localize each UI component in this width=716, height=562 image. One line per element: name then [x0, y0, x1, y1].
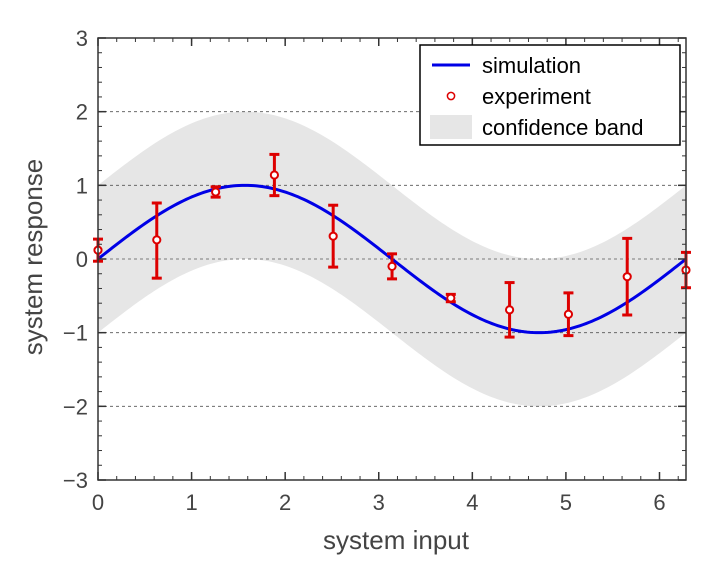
legend-entry: confidence band	[430, 115, 643, 140]
x-tick-label: 0	[92, 490, 104, 515]
legend-marker-swatch	[446, 91, 456, 101]
legend-entry: simulation	[432, 53, 581, 78]
x-tick-label: 2	[279, 490, 291, 515]
experiment-marker	[152, 235, 162, 245]
experiment-marker	[328, 231, 338, 241]
experiment-marker	[622, 272, 632, 282]
x-tick-label: 5	[560, 490, 572, 515]
x-tick-label: 6	[653, 490, 665, 515]
y-tick-label: −3	[63, 468, 88, 493]
legend-entry: experiment	[446, 84, 591, 109]
axes-layer: −3 −2 −1 0 1 2 3 0 1 2 3 4 5 6	[63, 26, 687, 515]
y-axis-label: system response	[18, 159, 48, 356]
experiment-point	[151, 201, 162, 280]
x-axis-label: system input	[323, 525, 470, 555]
y-tick-label: 0	[76, 247, 88, 272]
y-tick-label: −2	[63, 394, 88, 419]
experiment-marker	[563, 309, 574, 319]
experiment-point	[622, 236, 633, 317]
y-tick-label: −1	[63, 321, 88, 346]
experiment-marker	[446, 293, 456, 303]
experiment-marker	[504, 305, 515, 315]
x-tick-label: 4	[466, 490, 478, 515]
y-tick-label: 1	[76, 173, 88, 198]
x-tick-label: 1	[185, 490, 197, 515]
experiment-marker	[211, 187, 221, 197]
experiment-point	[269, 152, 280, 198]
legend-patch-swatch	[430, 115, 472, 139]
experiment-point	[504, 281, 515, 339]
legend-label: simulation	[482, 53, 581, 78]
legend-label: confidence band	[482, 115, 643, 140]
experiment-point	[328, 203, 339, 269]
legend-label: experiment	[482, 84, 591, 109]
experiment-point	[210, 185, 221, 199]
experiment-point	[563, 291, 574, 338]
experiment-marker	[387, 261, 397, 271]
legend: simulation experiment confidence band	[419, 44, 681, 146]
y-tick-label: 3	[76, 26, 88, 51]
experiment-marker	[269, 170, 280, 180]
x-tick-label: 3	[373, 490, 385, 515]
experiment-point	[387, 252, 398, 281]
grid-layer	[98, 111, 686, 407]
y-tick-label: 2	[76, 100, 88, 125]
experiment-point	[445, 292, 456, 304]
